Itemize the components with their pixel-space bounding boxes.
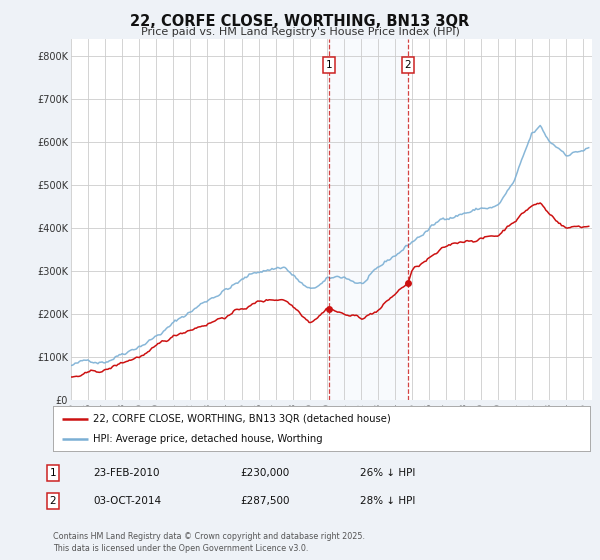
Text: 2: 2 <box>49 496 56 506</box>
Text: 22, CORFE CLOSE, WORTHING, BN13 3QR: 22, CORFE CLOSE, WORTHING, BN13 3QR <box>130 14 470 29</box>
Text: £230,000: £230,000 <box>240 468 289 478</box>
Text: 03-OCT-2014: 03-OCT-2014 <box>93 496 161 506</box>
Text: 26% ↓ HPI: 26% ↓ HPI <box>360 468 415 478</box>
Bar <box>329 39 408 400</box>
Text: HPI: Average price, detached house, Worthing: HPI: Average price, detached house, Wort… <box>93 434 323 444</box>
Text: Price paid vs. HM Land Registry's House Price Index (HPI): Price paid vs. HM Land Registry's House … <box>140 27 460 37</box>
Text: 1: 1 <box>49 468 56 478</box>
Text: 23-FEB-2010: 23-FEB-2010 <box>93 468 160 478</box>
Text: Contains HM Land Registry data © Crown copyright and database right 2025.
This d: Contains HM Land Registry data © Crown c… <box>53 533 365 553</box>
Text: 22, CORFE CLOSE, WORTHING, BN13 3QR (detached house): 22, CORFE CLOSE, WORTHING, BN13 3QR (det… <box>93 413 391 423</box>
Text: 2: 2 <box>405 60 412 70</box>
Text: £287,500: £287,500 <box>240 496 290 506</box>
Text: 28% ↓ HPI: 28% ↓ HPI <box>360 496 415 506</box>
Text: 1: 1 <box>326 60 332 70</box>
